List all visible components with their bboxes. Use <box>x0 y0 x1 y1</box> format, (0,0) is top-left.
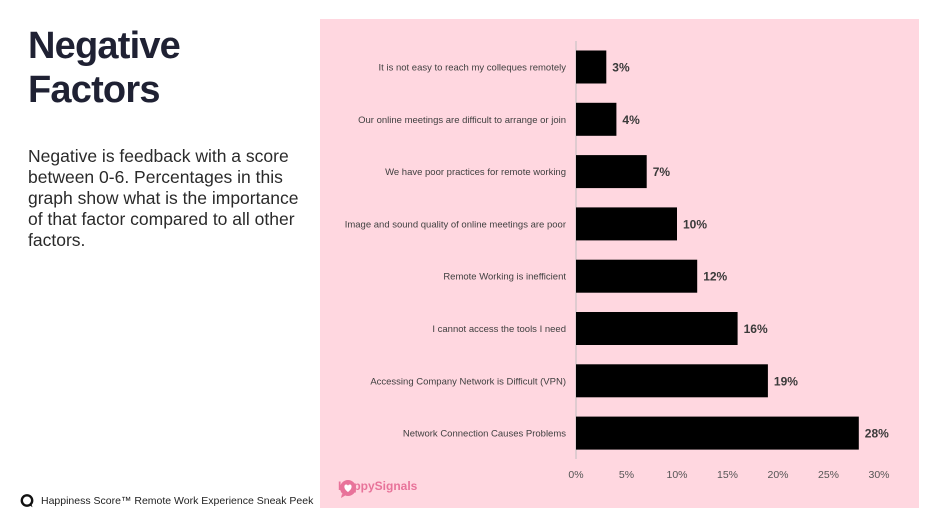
category-label: Remote Working is inefficient <box>443 272 566 283</box>
category-label: I cannot access the tools I need <box>432 324 566 335</box>
category-label: It is not easy to reach my colleques rem… <box>379 63 567 74</box>
category-label: Accessing Company Network is Difficult (… <box>370 376 566 387</box>
heart-bubble-icon <box>340 480 356 498</box>
data-label: 16% <box>744 322 768 336</box>
footer-text: Happiness Score™ Remote Work Experience … <box>41 495 314 507</box>
bar <box>576 155 647 189</box>
category-label: Network Connection Causes Problems <box>403 429 566 440</box>
category-label: Our online meetings are difficult to arr… <box>358 115 566 126</box>
data-label: 19% <box>774 374 798 388</box>
bar <box>576 416 859 450</box>
category-label: Image and sound quality of online meetin… <box>345 219 566 230</box>
x-tick-label: 15% <box>717 469 738 481</box>
logo-text: HappySignals <box>338 479 418 493</box>
data-label: 7% <box>653 165 671 179</box>
page-description: Negative is feedback with a score betwee… <box>28 146 299 250</box>
data-label: 4% <box>622 113 640 127</box>
footer: Happiness Score™ Remote Work Experience … <box>20 494 313 508</box>
bar <box>576 364 768 398</box>
x-tick-label: 25% <box>818 469 839 481</box>
x-tick-label: 0% <box>568 469 583 481</box>
bar <box>576 207 677 241</box>
x-tick-label: 20% <box>767 469 788 481</box>
page-title: Negative Factors <box>28 25 181 111</box>
bar <box>576 102 617 136</box>
data-label: 28% <box>865 427 889 441</box>
speech-bubble-icon <box>20 494 34 508</box>
data-label: 10% <box>683 217 707 231</box>
x-tick-label: 5% <box>619 469 634 481</box>
bar <box>576 312 738 345</box>
happysignals-logo: HappySignals <box>338 479 418 498</box>
x-tick-label: 30% <box>868 469 889 481</box>
bar-chart: It is not easy to reach my colleques rem… <box>345 41 890 481</box>
data-label: 12% <box>703 270 727 284</box>
bar <box>576 50 607 84</box>
category-label: We have poor practices for remote workin… <box>385 167 566 178</box>
x-tick-label: 10% <box>666 469 687 481</box>
chart-panel: It is not easy to reach my colleques rem… <box>320 19 919 508</box>
bar <box>576 259 698 293</box>
data-label: 3% <box>612 61 630 75</box>
